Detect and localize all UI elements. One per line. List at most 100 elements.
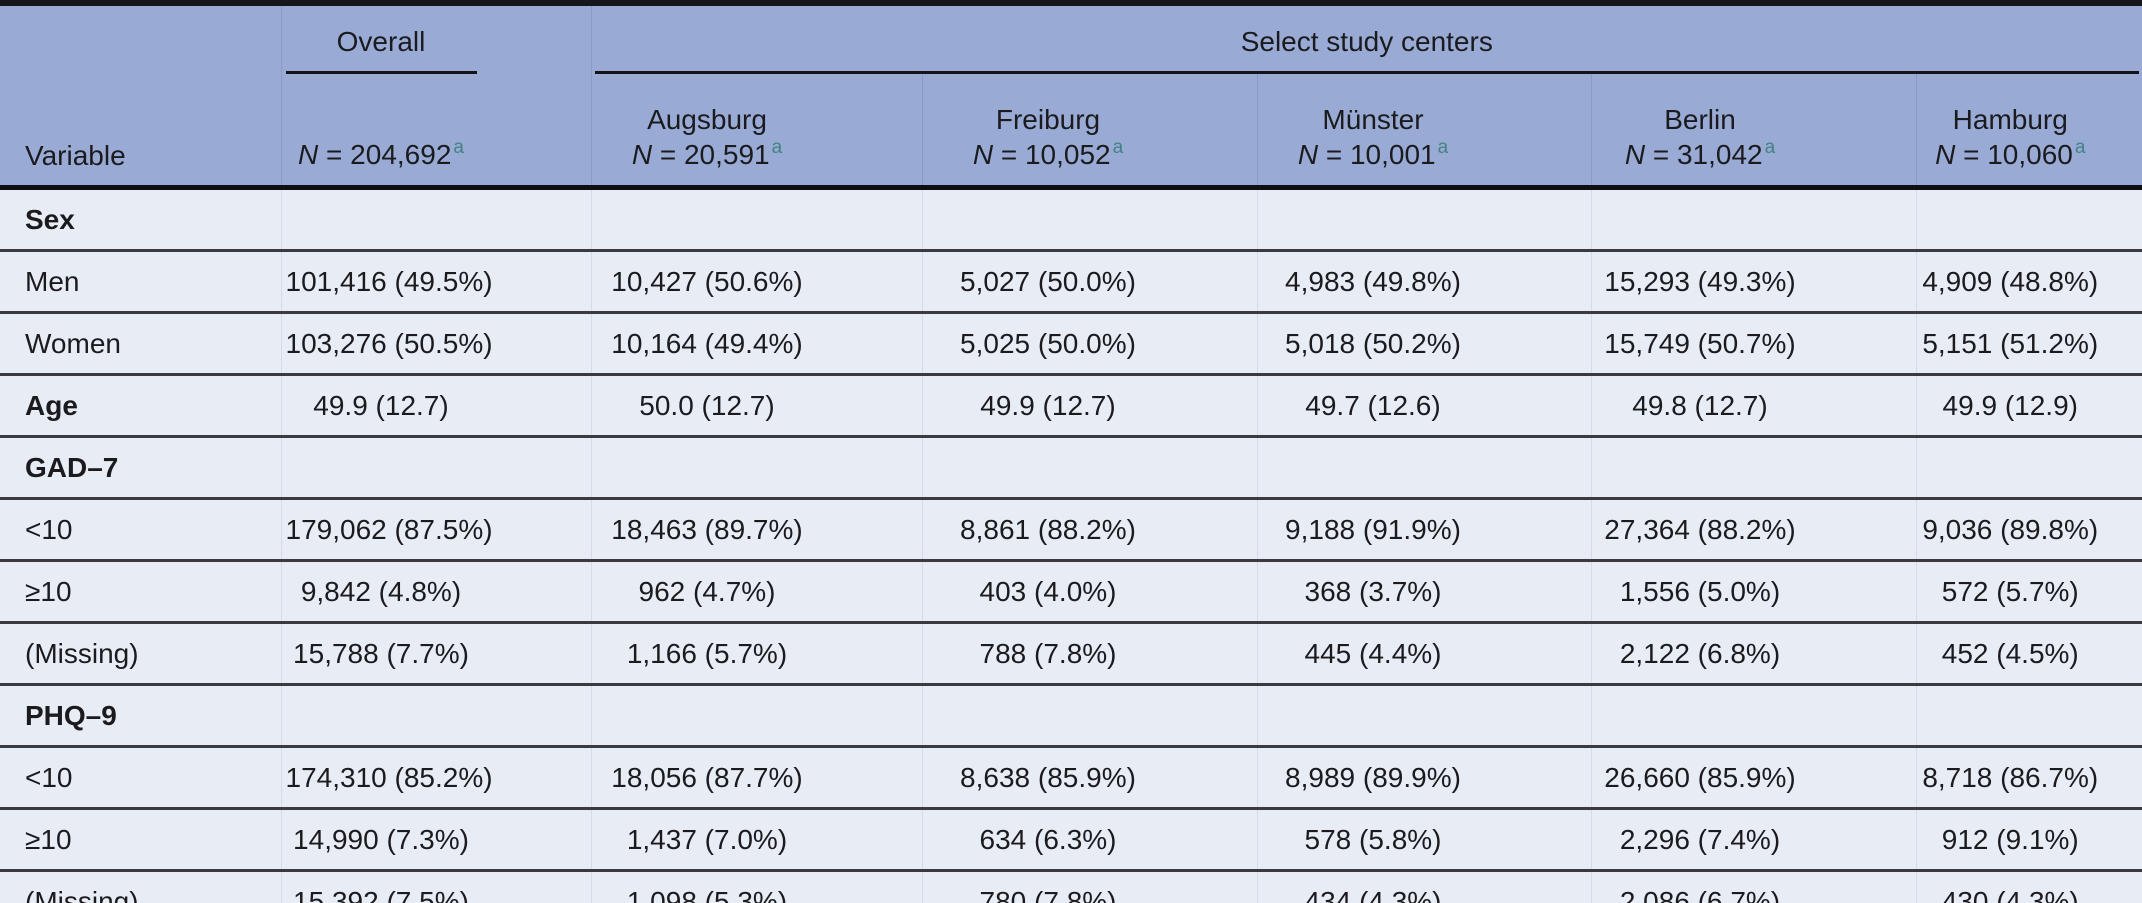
cell-munster: 49.7 (12.6) — [1256, 373, 1591, 437]
cell-berlin: 26,660 (85.9%) — [1590, 745, 1916, 809]
cell-augsburg: 18,056 (87.7%) — [590, 745, 922, 809]
footnote-mark-a: a — [2074, 136, 2086, 158]
cell-augsburg — [590, 187, 922, 251]
cell-berlin: 2,296 (7.4%) — [1590, 807, 1916, 871]
footnote-mark-a: a — [1437, 136, 1449, 158]
cell-munster — [1256, 683, 1591, 747]
cell-overall: 9,842 (4.8%) — [280, 559, 591, 623]
cell-munster: 8,989 (89.9%) — [1256, 745, 1591, 809]
cell-overall: 15,788 (7.7%) — [280, 621, 591, 685]
center-name: Augsburg — [647, 104, 767, 135]
n-symbol: N — [298, 139, 319, 170]
cell-berlin: 1,556 (5.0%) — [1590, 559, 1916, 623]
row-label: Age — [0, 373, 281, 437]
cell-freiburg — [921, 435, 1257, 499]
cell-munster: 434 (4.3%) — [1256, 869, 1591, 903]
table-row: ≥10 9,842 (4.8%) 962 (4.7%) 403 (4.0%) 3… — [0, 559, 2142, 623]
cell-berlin: 15,293 (49.3%) — [1590, 249, 1916, 313]
cell-hamburg: 8,718 (86.7%) — [1915, 745, 2142, 809]
center-n-label: N = 31,042 a — [1624, 136, 1776, 170]
cell-hamburg: 452 (4.5%) — [1915, 621, 2142, 685]
footnote-mark-a: a — [771, 136, 783, 158]
cell-freiburg: 5,027 (50.0%) — [921, 249, 1257, 313]
cell-augsburg: 1,098 (5.3%) — [590, 869, 922, 903]
cell-munster: 578 (5.8%) — [1256, 807, 1591, 871]
spanner-row: Overall Select study centers — [0, 3, 2142, 74]
center-column-header-berlin: Berlin N = 31,042 a — [1590, 74, 1916, 188]
center-n-label: N = 10,052 a — [972, 136, 1124, 170]
row-label: ≥10 — [0, 559, 281, 623]
row-label: GAD–7 — [0, 435, 281, 499]
overall-spanner-label: Overall — [285, 26, 477, 74]
centers-spanner-label: Select study centers — [594, 26, 2140, 74]
center-name: Freiburg — [995, 104, 1101, 135]
overall-spanner-cell: Overall — [280, 3, 591, 74]
n-symbol: N — [631, 139, 653, 170]
cell-hamburg: 9,036 (89.8%) — [1915, 497, 2142, 561]
row-label: PHQ–9 — [0, 683, 281, 747]
cell-munster: 5,018 (50.2%) — [1256, 311, 1591, 375]
cell-freiburg: 403 (4.0%) — [921, 559, 1257, 623]
cell-munster: 9,188 (91.9%) — [1256, 497, 1591, 561]
cell-freiburg: 780 (7.8%) — [921, 869, 1257, 903]
cell-munster: 445 (4.4%) — [1256, 621, 1591, 685]
cell-munster — [1256, 187, 1591, 251]
column-header-row: Variable N = 204,692 a Augsburg N = 20,59… — [0, 74, 2142, 188]
cell-overall — [280, 683, 591, 747]
cell-berlin — [1590, 187, 1916, 251]
cell-freiburg: 788 (7.8%) — [921, 621, 1257, 685]
cell-berlin: 2,086 (6.7%) — [1590, 869, 1916, 903]
table-row: GAD–7 — [0, 435, 2142, 499]
table-row: Women 103,276 (50.5%) 10,164 (49.4%) 5,0… — [0, 311, 2142, 375]
cell-freiburg — [921, 187, 1257, 251]
row-label: Sex — [25, 203, 75, 235]
cell-overall: 14,990 (7.3%) — [280, 807, 591, 871]
center-n-label: N = 10,001 a — [1297, 136, 1449, 170]
cell-hamburg — [1915, 683, 2142, 747]
spanner-empty-cell — [0, 3, 281, 74]
table-row: Men 101,416 (49.5%) 10,427 (50.6%) 5,027… — [0, 249, 2142, 313]
row-label: <10 — [0, 745, 281, 809]
cell-augsburg: 1,437 (7.0%) — [590, 807, 922, 871]
cell-hamburg: 912 (9.1%) — [1915, 807, 2142, 871]
cell-augsburg: 10,164 (49.4%) — [590, 311, 922, 375]
center-column-header-freiburg: Freiburg N = 10,052 a — [921, 74, 1257, 188]
n-symbol: N — [1624, 139, 1646, 170]
cell-berlin: 15,749 (50.7%) — [1590, 311, 1916, 375]
cell-berlin — [1590, 683, 1916, 747]
row-label: Men — [0, 249, 281, 313]
center-column-header-munster: Münster N = 10,001 a — [1256, 74, 1591, 188]
cell-overall: 101,416 (49.5%) — [280, 249, 591, 313]
cell-berlin: 27,364 (88.2%) — [1590, 497, 1916, 561]
row-label: (Missing) — [0, 621, 281, 685]
center-n-label: N = 10,060 a — [1935, 136, 2086, 170]
row-label: ≥10 — [0, 807, 281, 871]
cell-overall: 103,276 (50.5%) — [280, 311, 591, 375]
table-row: <10 174,310 (85.2%) 18,056 (87.7%) 8,638… — [0, 745, 2142, 809]
cell-hamburg — [1915, 435, 2142, 499]
table-row: Sex — [0, 187, 2142, 251]
table-body: Sex Men 101,416 (49.5%) 10,427 (50.6%) 5… — [0, 187, 2142, 903]
center-name: Münster — [1322, 104, 1424, 135]
table-row: (Missing) 15,788 (7.7%) 1,166 (5.7%) 788… — [0, 621, 2142, 685]
cell-augsburg: 10,427 (50.6%) — [590, 249, 922, 313]
cell-augsburg: 18,463 (89.7%) — [590, 497, 922, 561]
table-row: Age 49.9 (12.7) 50.0 (12.7) 49.9 (12.7) … — [0, 373, 2142, 437]
cell-augsburg — [590, 435, 922, 499]
cell-freiburg: 49.9 (12.7) — [921, 373, 1257, 437]
footnote-mark-a: a — [1112, 136, 1124, 158]
row-label: <10 — [0, 497, 281, 561]
cell-freiburg — [921, 683, 1257, 747]
cell-augsburg: 50.0 (12.7) — [590, 373, 922, 437]
cell-berlin: 2,122 (6.8%) — [1590, 621, 1916, 685]
footnote-mark-a: a — [453, 136, 464, 158]
cell-berlin — [1590, 435, 1916, 499]
cell-overall: 49.9 (12.7) — [280, 373, 591, 437]
cell-augsburg: 1,166 (5.7%) — [590, 621, 922, 685]
table-header: Overall Select study centers Variable N … — [0, 3, 2142, 188]
center-column-header-hamburg: Hamburg N = 10,060 a — [1915, 74, 2142, 188]
cell-hamburg: 49.9 (12.9) — [1915, 373, 2142, 437]
cell-hamburg: 5,151 (51.2%) — [1915, 311, 2142, 375]
